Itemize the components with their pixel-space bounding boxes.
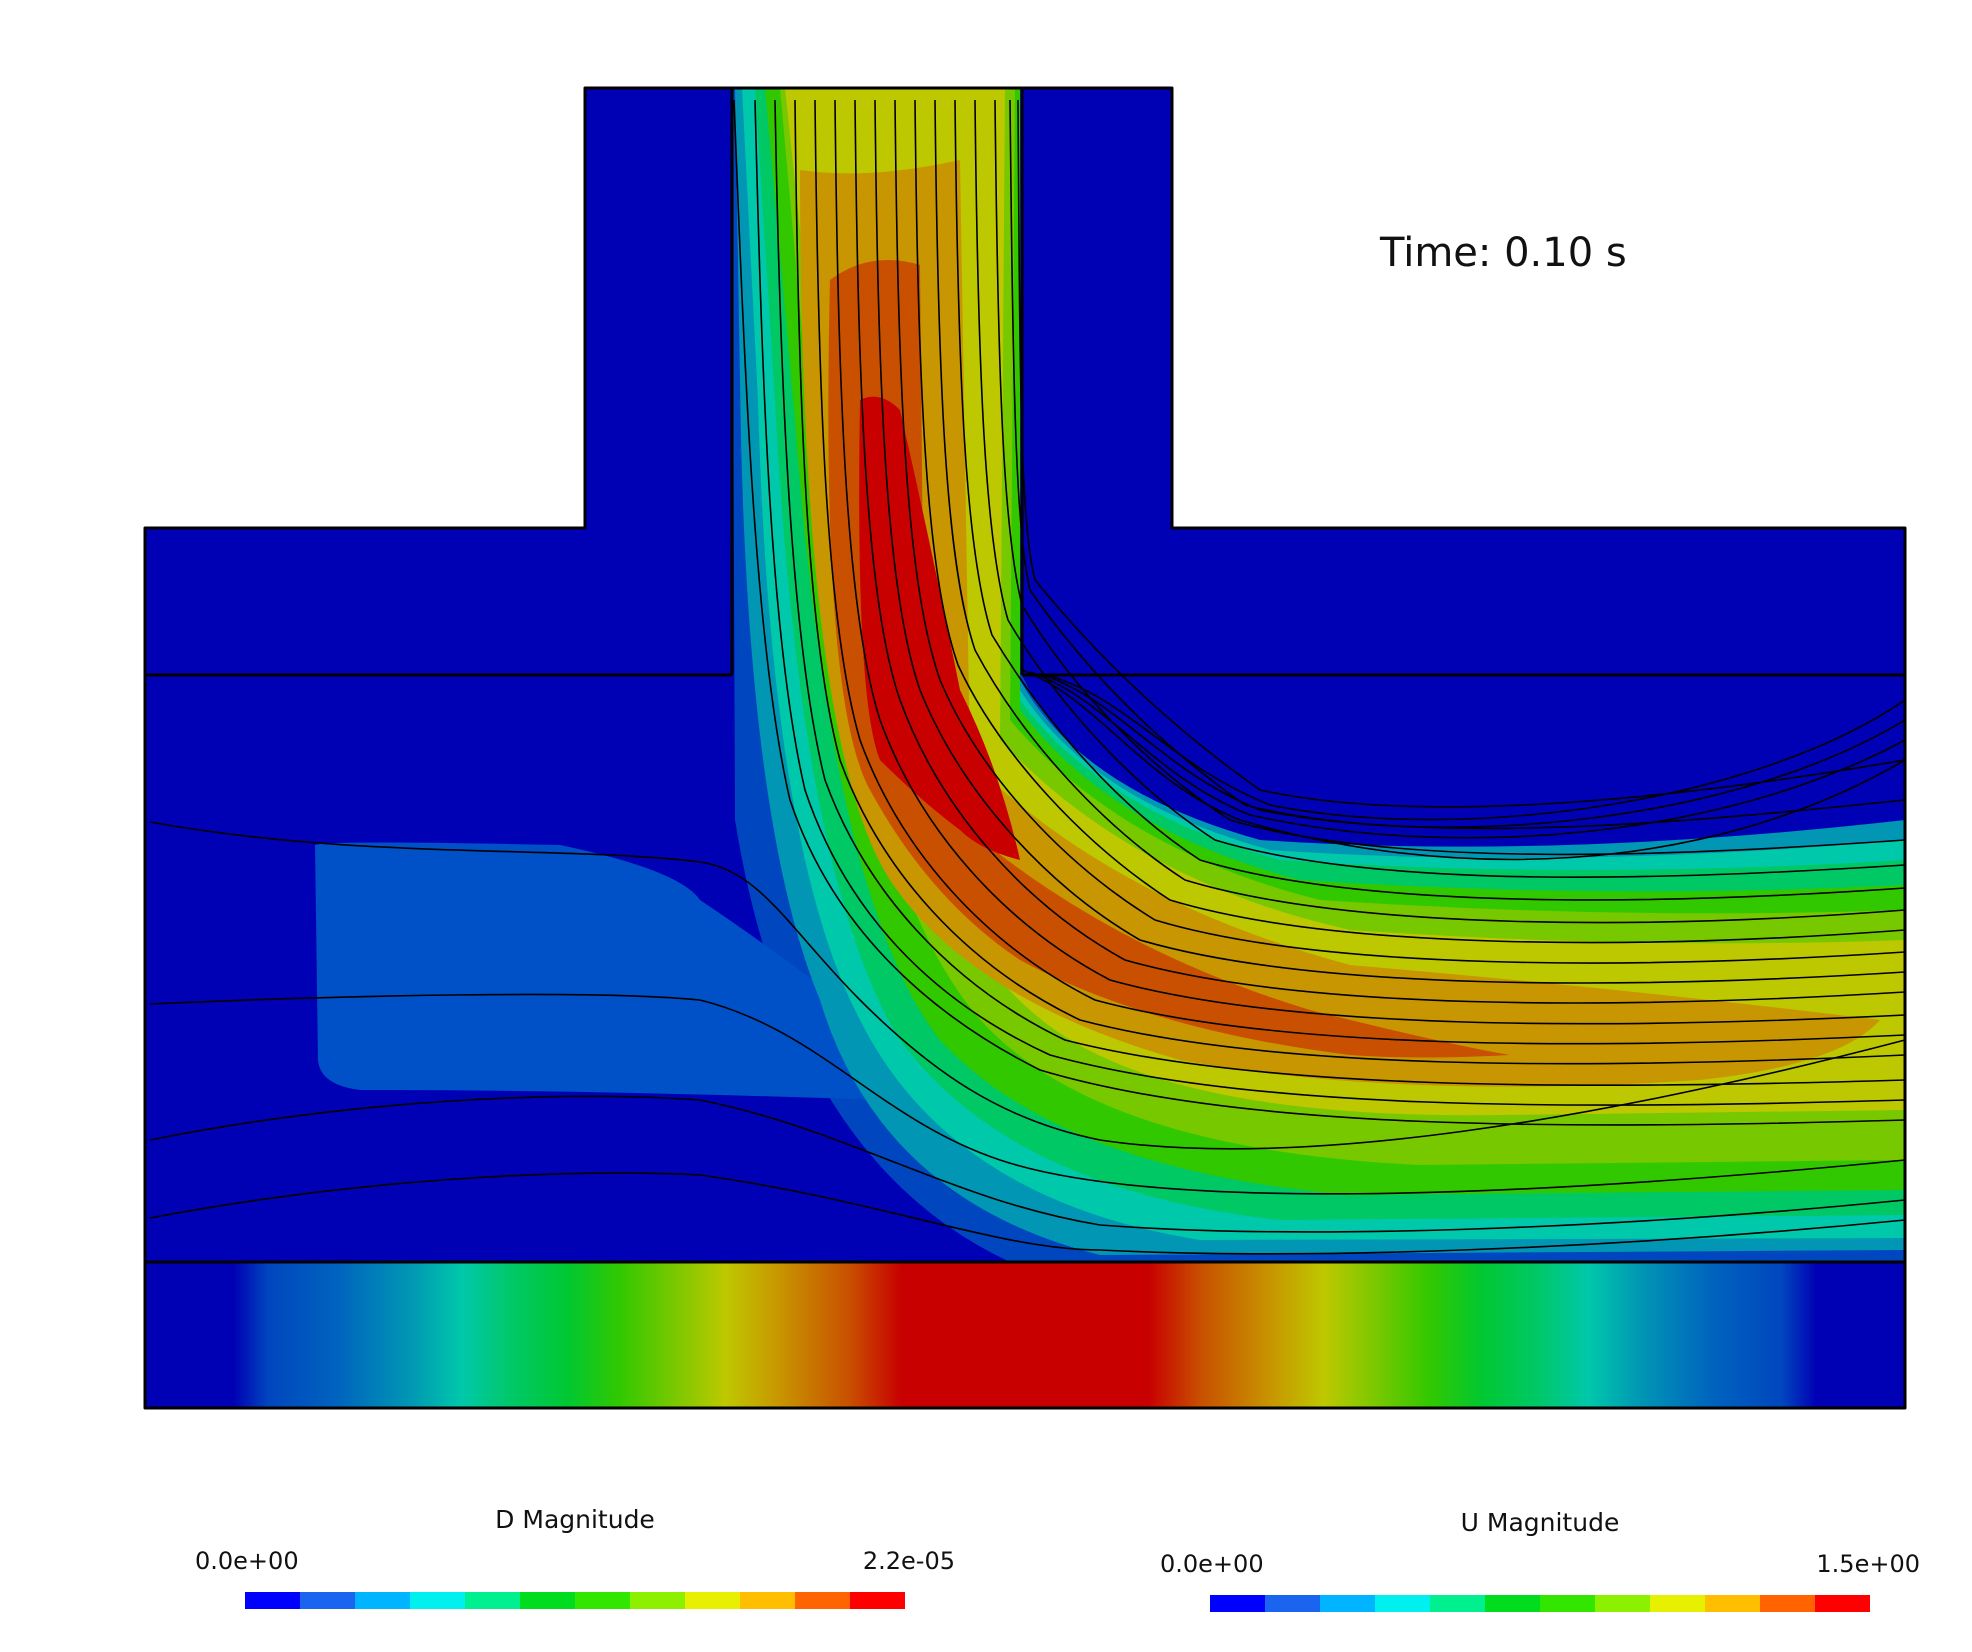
- colorbar-swatch: [1760, 1595, 1815, 1612]
- colorbar-swatch: [740, 1592, 795, 1609]
- colorbar-min-label: 0.0e+00: [195, 1547, 299, 1575]
- u-magnitude-colorbar: U Magnitude 0.0e+00 1.5e+00: [1160, 1508, 1920, 1618]
- colorbar-swatch: [795, 1592, 850, 1609]
- colorbar-gradient: [245, 1592, 905, 1609]
- colorbar-swatch: [850, 1592, 905, 1609]
- streamlines: [149, 99, 1906, 1255]
- colorbar-swatch: [630, 1592, 685, 1609]
- bottom-solid-band: [145, 1262, 1905, 1408]
- colorbar-swatch: [1375, 1595, 1430, 1612]
- colorbar-gradient: [1210, 1595, 1870, 1612]
- solid-region: [1022, 88, 1172, 530]
- colorbar-swatch: [1540, 1595, 1595, 1612]
- colorbar-swatch: [465, 1592, 520, 1609]
- colorbar-swatch: [1210, 1595, 1265, 1612]
- colorbar-swatch: [1705, 1595, 1760, 1612]
- colorbar-swatch: [300, 1592, 355, 1609]
- colorbar-swatch: [1595, 1595, 1650, 1612]
- colorbar-swatch: [1320, 1595, 1375, 1612]
- colorbar-title: U Magnitude: [1460, 1508, 1620, 1537]
- colorbar-swatch: [1485, 1595, 1540, 1612]
- d-magnitude-colorbar: D Magnitude 0.0e+00 2.2e-05: [195, 1505, 955, 1615]
- colorbar-swatch: [355, 1592, 410, 1609]
- colorbar-swatch: [1265, 1595, 1320, 1612]
- colorbar-swatch: [410, 1592, 465, 1609]
- colorbar-swatch: [1815, 1595, 1870, 1612]
- solid-region: [585, 88, 732, 530]
- colorbar-swatch: [1650, 1595, 1705, 1612]
- time-label: Time: 0.10 s: [1380, 230, 1627, 276]
- colorbar-min-label: 0.0e+00: [1160, 1550, 1264, 1578]
- colorbar-swatch: [685, 1592, 740, 1609]
- colorbar-swatch: [1430, 1595, 1485, 1612]
- colorbar-max-label: 1.5e+00: [1816, 1550, 1920, 1578]
- colorbar-swatch: [575, 1592, 630, 1609]
- solid-region: [145, 528, 1905, 676]
- colorbar-swatch: [245, 1592, 300, 1609]
- colorbar-title: D Magnitude: [495, 1505, 655, 1534]
- geometry-outline: [143, 86, 1907, 1410]
- colorbar-max-label: 2.2e-05: [862, 1547, 955, 1575]
- colorbar-swatch: [520, 1592, 575, 1609]
